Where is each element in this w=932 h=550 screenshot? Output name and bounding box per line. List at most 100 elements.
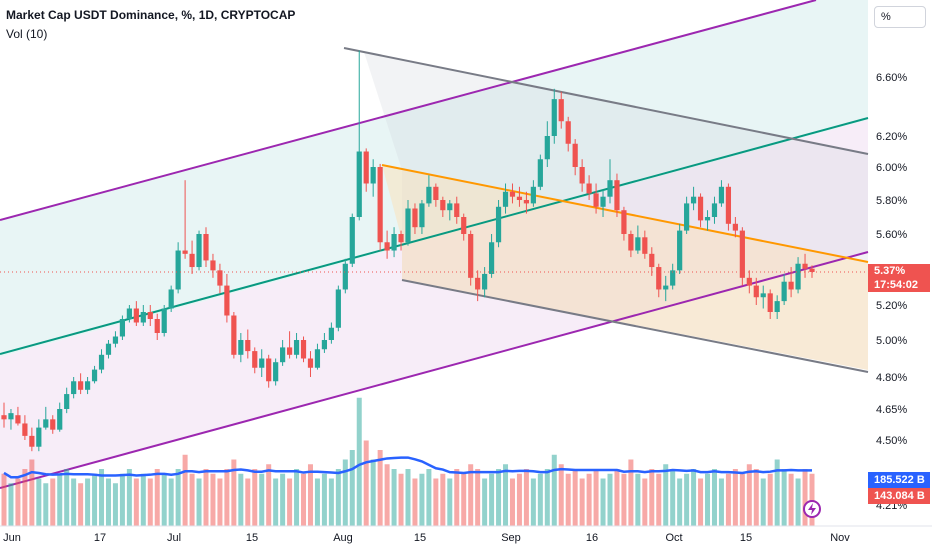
candle-body bbox=[677, 230, 683, 271]
candle-body bbox=[663, 285, 669, 290]
volume-bar bbox=[475, 469, 481, 526]
volume-bar bbox=[314, 478, 320, 526]
volume-bar bbox=[774, 459, 780, 526]
volume-bar bbox=[119, 473, 125, 526]
candle-body bbox=[649, 253, 655, 268]
candle-body bbox=[718, 186, 725, 204]
y-tick-label: 5.20% bbox=[876, 300, 907, 312]
volume-bar bbox=[732, 469, 738, 526]
candle-body bbox=[1, 415, 7, 420]
candle-body bbox=[286, 347, 293, 355]
volume-ma-tag: 185.522 B bbox=[868, 472, 930, 488]
candle-body bbox=[210, 260, 216, 271]
lower-channel-zone bbox=[0, 120, 868, 488]
volume-bar bbox=[565, 473, 571, 526]
candle-body bbox=[231, 315, 237, 355]
volume-bar bbox=[189, 473, 195, 526]
volume-bar bbox=[133, 478, 139, 526]
volume-bar bbox=[635, 473, 641, 526]
candle-body bbox=[488, 242, 495, 274]
volume-bar bbox=[809, 473, 815, 526]
volume-bar bbox=[57, 473, 63, 526]
volume-bar bbox=[586, 473, 592, 526]
volume-bar bbox=[224, 469, 230, 526]
candle-body bbox=[684, 203, 690, 231]
descending-upper-line bbox=[343, 47, 869, 155]
candle-body bbox=[57, 409, 63, 430]
price-tag: 5.37% 17:54:02 bbox=[868, 264, 930, 292]
candle-body bbox=[43, 419, 49, 428]
volume-bar bbox=[725, 473, 731, 526]
volume-bar bbox=[447, 478, 453, 526]
volume-bar bbox=[22, 469, 28, 526]
unit-button[interactable]: % bbox=[874, 6, 926, 28]
volume-ma-line bbox=[3, 456, 812, 479]
volume-bar bbox=[112, 483, 118, 526]
candle-body bbox=[133, 308, 139, 323]
volume-last-tag: 143.084 B bbox=[868, 488, 930, 504]
candle-body bbox=[628, 234, 634, 251]
candle-body bbox=[586, 183, 592, 194]
candle-body bbox=[621, 210, 627, 234]
candle-body bbox=[175, 250, 181, 290]
candle-body bbox=[635, 237, 641, 251]
volume-bar bbox=[795, 478, 801, 526]
lightning-icon[interactable] bbox=[803, 500, 821, 518]
candle-body bbox=[760, 293, 766, 298]
candle-body bbox=[238, 340, 244, 355]
volume-bar bbox=[259, 473, 265, 526]
volume-bar bbox=[238, 473, 244, 526]
volume-bar bbox=[489, 473, 495, 526]
volume-bar bbox=[649, 469, 655, 526]
candle-body bbox=[558, 99, 564, 122]
volume-bar bbox=[245, 478, 251, 526]
volume-bar bbox=[287, 478, 293, 526]
volume-bar bbox=[663, 464, 669, 526]
candle-body bbox=[335, 289, 341, 328]
volume-bar bbox=[64, 469, 70, 526]
volume-bar bbox=[126, 469, 132, 526]
candle-body bbox=[280, 347, 286, 363]
x-tick-label: 15 bbox=[414, 532, 426, 544]
candle-body bbox=[217, 270, 223, 286]
x-tick-label: Jun bbox=[3, 532, 21, 544]
volume-bar bbox=[461, 473, 467, 526]
lower-channel-line bbox=[0, 251, 869, 489]
candle-body bbox=[22, 423, 28, 436]
volume-bar bbox=[544, 469, 550, 526]
chart-title: Market Cap USDT Dominance, %, 1D, CRYPTO… bbox=[6, 8, 296, 22]
volume-bar bbox=[482, 478, 488, 526]
volume-bar bbox=[503, 464, 509, 526]
volume-bar bbox=[767, 473, 773, 526]
volume-bar bbox=[788, 473, 794, 526]
candle-body bbox=[182, 250, 188, 254]
candle-body bbox=[36, 427, 42, 447]
candle-body bbox=[119, 319, 126, 337]
candle-body bbox=[273, 362, 279, 382]
candle-body bbox=[50, 419, 56, 430]
candle-body bbox=[105, 343, 112, 355]
volume-bar bbox=[321, 473, 327, 526]
volume-bar bbox=[342, 459, 348, 526]
volume-bar bbox=[670, 469, 676, 526]
volume-bar bbox=[760, 478, 766, 526]
candle-body bbox=[126, 308, 132, 319]
volume-bar bbox=[572, 469, 578, 526]
candle-body bbox=[739, 230, 745, 278]
x-tick-label: 16 bbox=[586, 532, 598, 544]
y-tick-label: 5.80% bbox=[876, 195, 907, 207]
candle-body bbox=[697, 196, 704, 221]
candle-body bbox=[482, 273, 488, 290]
candle-body bbox=[224, 285, 230, 316]
candle-body bbox=[391, 234, 397, 251]
x-tick-label: Oct bbox=[665, 532, 682, 544]
candle-body bbox=[565, 121, 571, 144]
candle-body bbox=[551, 99, 557, 136]
candle-body bbox=[266, 358, 272, 382]
candle-body bbox=[196, 234, 202, 268]
candle-body bbox=[593, 193, 599, 207]
candle-body bbox=[544, 136, 550, 160]
x-tick-label: Sep bbox=[501, 532, 521, 544]
candle-body bbox=[767, 293, 773, 312]
